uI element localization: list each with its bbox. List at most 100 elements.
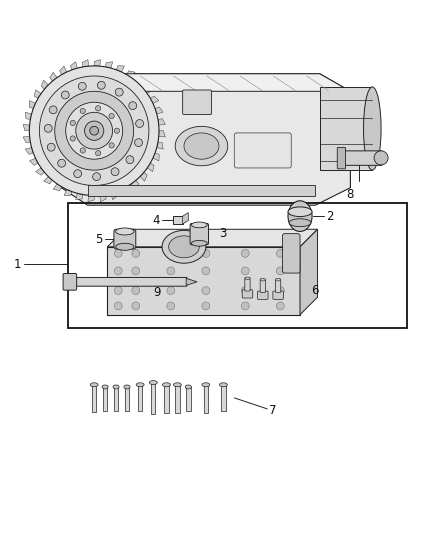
Polygon shape <box>320 87 372 170</box>
Ellipse shape <box>191 222 207 228</box>
Circle shape <box>132 302 140 310</box>
Polygon shape <box>140 172 147 181</box>
Circle shape <box>114 287 122 295</box>
Polygon shape <box>60 66 67 75</box>
Circle shape <box>202 302 210 310</box>
Ellipse shape <box>169 236 199 258</box>
Circle shape <box>109 114 114 119</box>
Text: 6: 6 <box>311 284 318 297</box>
Circle shape <box>241 249 249 257</box>
Polygon shape <box>100 195 106 202</box>
FancyBboxPatch shape <box>260 279 265 292</box>
Circle shape <box>90 126 99 135</box>
Circle shape <box>202 267 210 275</box>
Circle shape <box>132 249 140 257</box>
Ellipse shape <box>288 207 312 216</box>
Polygon shape <box>41 80 48 89</box>
Circle shape <box>167 302 175 310</box>
Ellipse shape <box>184 133 219 159</box>
Circle shape <box>92 173 100 181</box>
Polygon shape <box>71 62 78 70</box>
Ellipse shape <box>136 383 144 387</box>
Polygon shape <box>96 74 350 91</box>
FancyBboxPatch shape <box>103 387 107 411</box>
Polygon shape <box>117 66 124 72</box>
Ellipse shape <box>162 230 206 263</box>
Text: 1: 1 <box>14 258 21 271</box>
Polygon shape <box>136 78 145 85</box>
Polygon shape <box>300 229 318 314</box>
FancyBboxPatch shape <box>273 291 283 300</box>
FancyBboxPatch shape <box>283 233 300 273</box>
FancyBboxPatch shape <box>258 291 268 300</box>
FancyBboxPatch shape <box>234 133 291 168</box>
Circle shape <box>66 102 123 159</box>
Ellipse shape <box>260 278 265 281</box>
Circle shape <box>167 249 175 257</box>
Polygon shape <box>150 96 159 103</box>
Circle shape <box>202 287 210 295</box>
Circle shape <box>167 287 175 295</box>
FancyBboxPatch shape <box>340 151 383 165</box>
FancyBboxPatch shape <box>107 247 300 314</box>
Circle shape <box>44 124 52 132</box>
Polygon shape <box>35 168 45 175</box>
Circle shape <box>70 120 75 126</box>
Polygon shape <box>49 72 57 81</box>
Text: 2: 2 <box>326 209 334 223</box>
Ellipse shape <box>116 228 134 235</box>
Circle shape <box>167 267 175 275</box>
Circle shape <box>132 287 140 295</box>
Polygon shape <box>127 71 135 78</box>
Text: 8: 8 <box>347 188 354 200</box>
FancyBboxPatch shape <box>138 385 142 411</box>
Circle shape <box>97 82 105 89</box>
FancyBboxPatch shape <box>245 278 250 291</box>
Polygon shape <box>25 112 32 119</box>
Polygon shape <box>64 189 72 196</box>
Circle shape <box>241 302 249 310</box>
Polygon shape <box>106 62 113 68</box>
Circle shape <box>29 66 159 196</box>
FancyBboxPatch shape <box>221 385 226 411</box>
Circle shape <box>109 143 114 148</box>
Polygon shape <box>158 119 165 125</box>
Polygon shape <box>153 153 159 161</box>
Ellipse shape <box>116 243 134 251</box>
FancyBboxPatch shape <box>114 387 118 411</box>
Polygon shape <box>44 176 53 184</box>
Polygon shape <box>82 60 88 67</box>
Ellipse shape <box>124 385 130 389</box>
FancyBboxPatch shape <box>125 387 129 411</box>
Ellipse shape <box>202 383 210 387</box>
Ellipse shape <box>191 240 207 246</box>
Bar <box>173 216 183 224</box>
Polygon shape <box>157 142 163 149</box>
Ellipse shape <box>90 383 98 387</box>
Circle shape <box>61 91 69 99</box>
Polygon shape <box>88 195 94 202</box>
FancyBboxPatch shape <box>63 273 77 290</box>
FancyBboxPatch shape <box>71 278 187 286</box>
Ellipse shape <box>288 201 312 231</box>
Ellipse shape <box>113 385 119 389</box>
Polygon shape <box>94 60 100 66</box>
Polygon shape <box>23 125 30 131</box>
Circle shape <box>374 151 388 165</box>
Circle shape <box>276 249 284 257</box>
Polygon shape <box>25 148 33 155</box>
Ellipse shape <box>149 381 157 384</box>
Ellipse shape <box>276 278 281 281</box>
Polygon shape <box>76 193 83 200</box>
Circle shape <box>80 148 85 153</box>
Circle shape <box>202 249 210 257</box>
Circle shape <box>85 121 104 140</box>
Circle shape <box>241 267 249 275</box>
Polygon shape <box>23 136 30 143</box>
Circle shape <box>49 106 57 114</box>
Polygon shape <box>186 278 197 285</box>
FancyBboxPatch shape <box>88 185 315 197</box>
Bar <box>68 203 407 328</box>
Text: 4: 4 <box>152 214 160 227</box>
FancyBboxPatch shape <box>183 90 212 115</box>
